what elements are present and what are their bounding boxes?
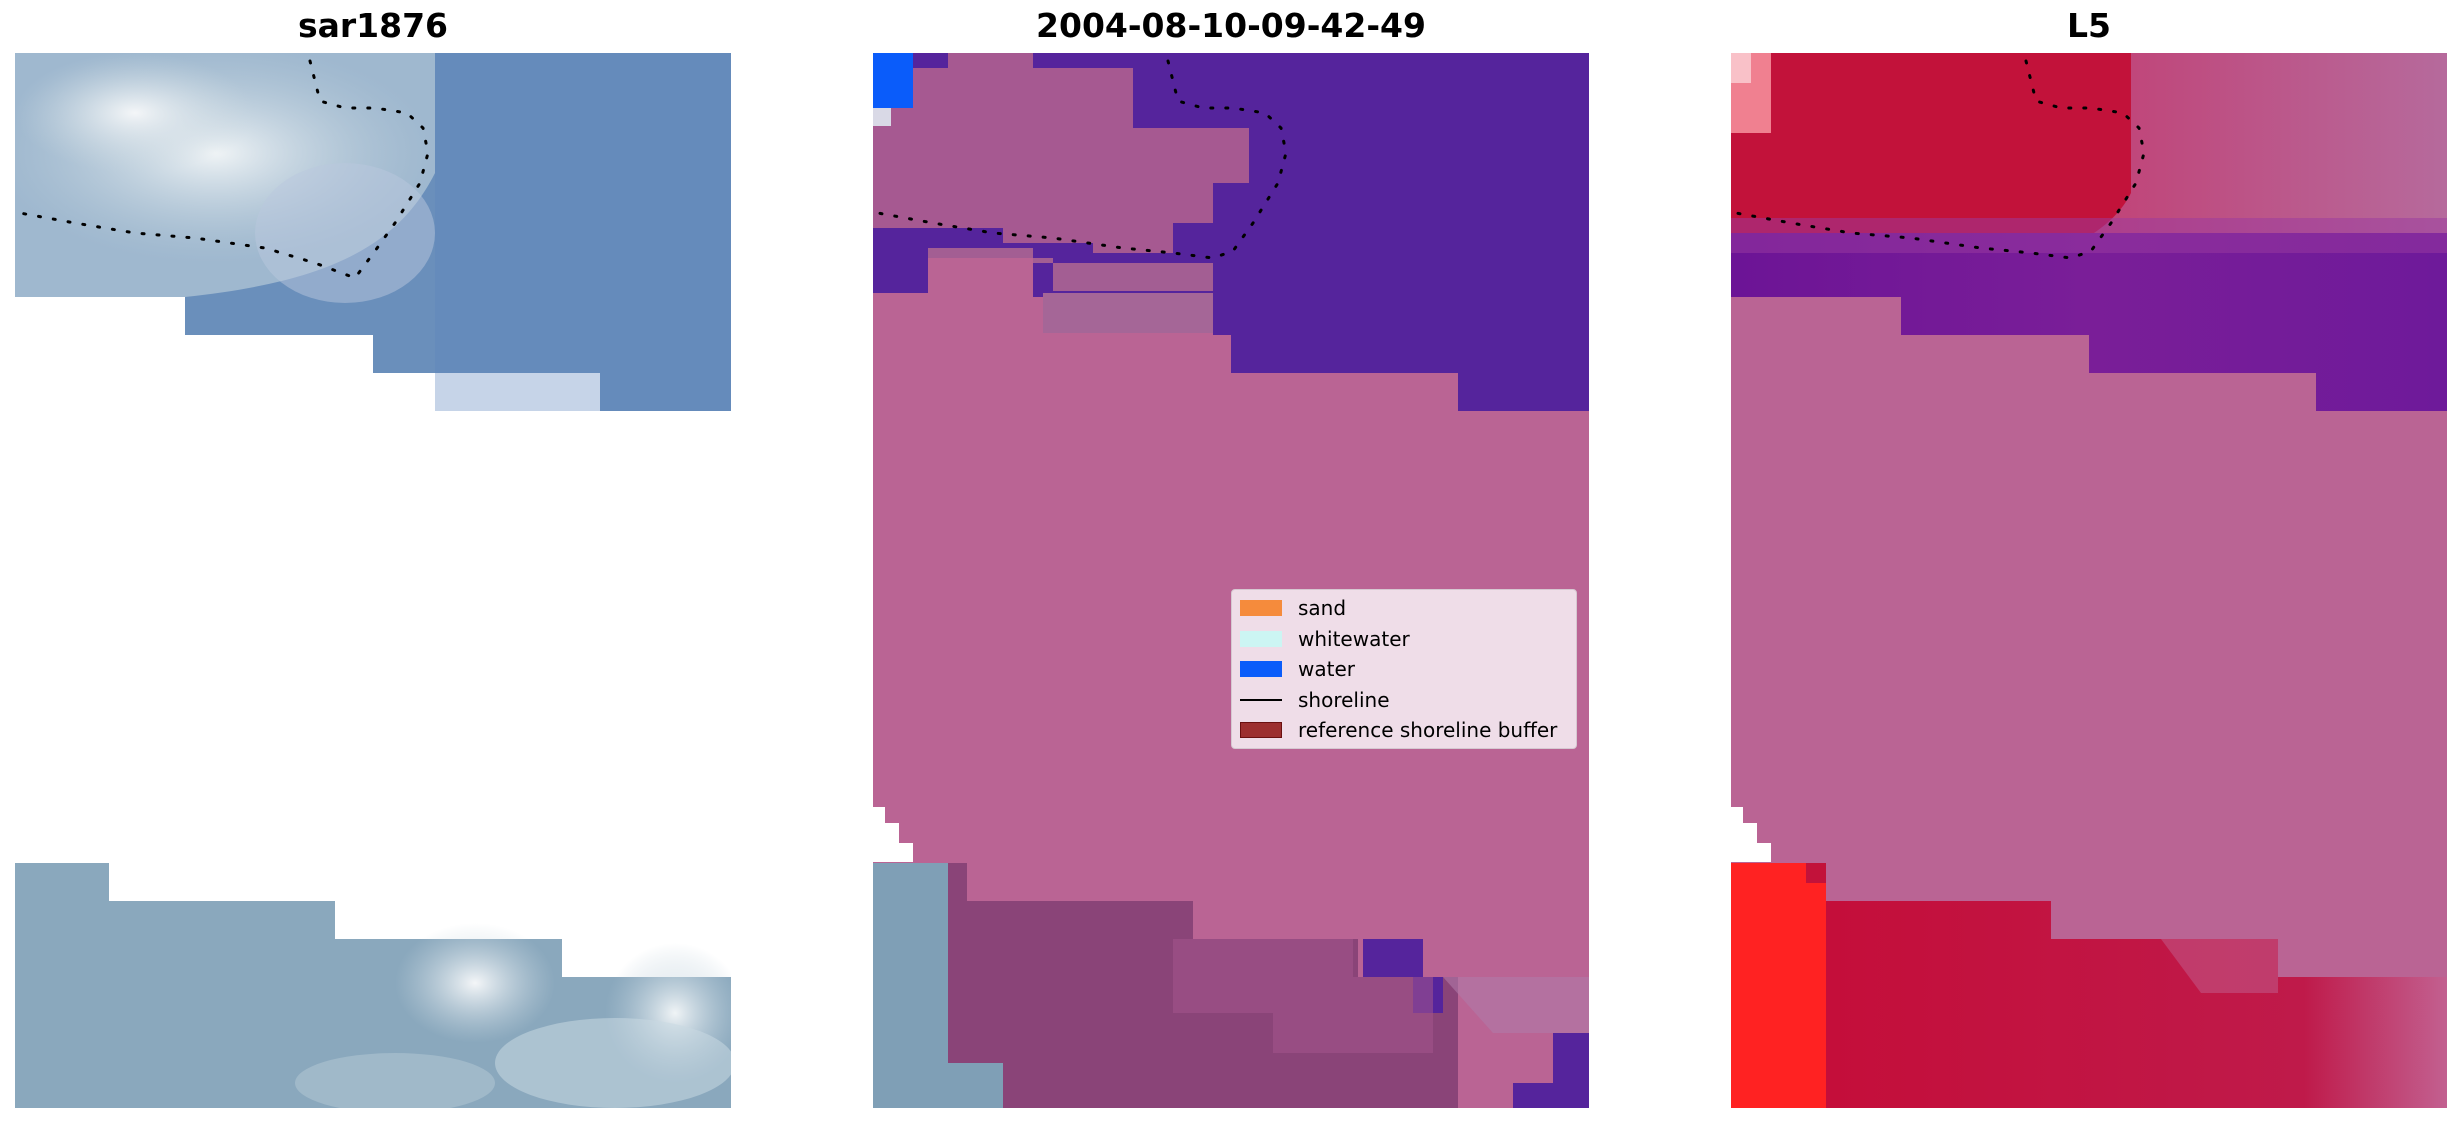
- shoreline-line-swatch: [1240, 698, 1282, 701]
- rgb-image-panel: [15, 53, 731, 1108]
- legend-item-water: water: [1240, 654, 1576, 685]
- shoreline-dots-classification: [876, 59, 1288, 260]
- legend-item-whitewater: whitewater: [1240, 624, 1576, 655]
- legend-item-shoreline: shoreline: [1240, 685, 1576, 716]
- index-image: [1731, 53, 2447, 1108]
- water-swatch: [1240, 661, 1282, 678]
- shoreline-dots-rgb: [18, 59, 430, 280]
- shoreline-dots-index: [1734, 59, 2146, 260]
- rgb-image: [15, 53, 731, 1108]
- legend-label-water: water: [1298, 657, 1355, 682]
- panel-title-classification: 2004-08-10-09-42-49: [1036, 6, 1426, 45]
- classification-panel: [873, 53, 1589, 1108]
- sand-swatch: [1240, 600, 1282, 617]
- legend-label-sand: sand: [1298, 596, 1347, 621]
- legend-item-buffer: reference shoreline buffer: [1240, 715, 1576, 746]
- classification-image: [873, 53, 1589, 1108]
- panel-title-rgb: sar1876: [297, 6, 449, 45]
- legend-item-sand: sand: [1240, 593, 1576, 624]
- legend-label-shoreline: shoreline: [1298, 687, 1390, 712]
- buffer-swatch: [1240, 722, 1282, 739]
- whitewater-swatch: [1240, 630, 1282, 647]
- panel-title-index: L5: [2067, 6, 2111, 45]
- index-panel: [1731, 53, 2447, 1108]
- legend-label-whitewater: whitewater: [1298, 626, 1410, 651]
- legend-label-buffer: reference shoreline buffer: [1298, 718, 1558, 743]
- legend: sand whitewater water shoreline referenc…: [1231, 589, 1577, 749]
